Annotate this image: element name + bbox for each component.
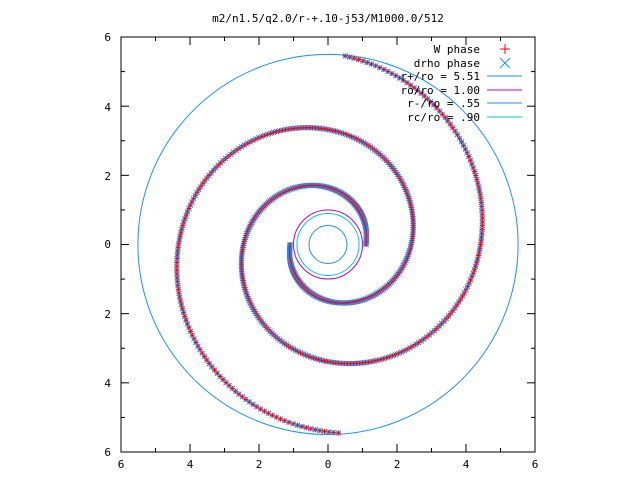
y-tick-label: 6 [104,31,111,44]
data-point [250,401,256,408]
data-point [180,309,187,316]
data-point [335,430,342,436]
data-point [321,428,328,435]
x-tick-labels: 6 4 2 0 2 4 6 [118,458,539,471]
radius-circle [296,212,360,277]
data-point [303,424,310,431]
legend-label-w-phase: W phase [434,43,480,56]
data-point [472,172,479,179]
data-point [316,427,323,434]
legend-label-rc: rc/ro = .90 [407,111,480,124]
x-tick-label: 4 [187,458,194,471]
axis-ticks [120,36,536,453]
radius-circle [308,225,348,264]
data-point [206,360,213,367]
radius-circle [137,53,519,436]
x-tick-label: 2 [394,458,401,471]
data-point [232,388,239,395]
data-point [179,305,186,312]
data-point [442,114,448,121]
data-point [477,245,483,252]
data-point [281,417,288,424]
data-point [405,193,412,200]
data-point [411,84,418,91]
data-point [404,346,411,353]
legend-label-ro: ro/ro = 1.00 [401,84,480,97]
data-point [392,72,399,79]
data-point [342,53,349,59]
legend-label-drho-phase: drho phase [414,57,480,70]
data-point [178,226,185,233]
legend-marker-w-phase [500,44,510,54]
data-point [436,108,443,114]
y-tick-label: 6 [104,446,111,459]
data-point [330,429,337,436]
data-point [261,132,268,139]
x-tick-label: 0 [325,458,332,471]
y-tick-label: 2 [104,308,111,321]
data-point [192,192,199,199]
x-tick-label: 6 [118,458,125,471]
y-tick-label: 0 [104,238,111,251]
data-point [466,280,472,287]
data-point [360,58,366,64]
legend-marker-drho-phase [499,57,511,69]
chart-title: m2/n1.5/q2.0/r-+.10-j53/M1000.0/512 [212,12,444,25]
data-point [217,373,223,380]
data-point [454,131,461,138]
radius-circle [293,209,363,280]
x-tick-label: 2 [256,458,263,471]
data-point [239,393,246,400]
legend: W phase drho phase r+/ro = 5.51 ro/ro = … [401,43,522,124]
legend-label-r-plus: r+/ro = 5.51 [401,70,480,83]
data-point [277,416,284,422]
data-point [299,423,305,430]
data-point [380,355,387,362]
data-point [473,176,480,183]
data-point [203,357,210,363]
legend-label-r-minus: r-/ro = .55 [407,97,480,110]
data-point [474,256,481,263]
data-point [376,64,383,71]
data-point [294,422,301,429]
data-point [351,55,358,62]
data-point [472,263,479,270]
data-point [372,62,379,69]
y-tick-label: 2 [104,170,111,183]
data-point [179,222,186,229]
data-point [475,184,482,190]
data-point [307,425,314,432]
data-point [182,215,188,222]
data-point [470,164,477,171]
data-point [326,429,332,435]
data-point [312,426,319,433]
data-point [236,391,242,397]
x-tick-label: 6 [532,458,539,471]
data-point [174,271,180,277]
phase-points [173,53,486,436]
y-tick-label: 4 [104,377,111,390]
data-point [201,353,208,360]
y-tick-labels: 6 4 2 0 2 4 6 [104,31,111,459]
data-point [401,261,408,267]
data-point [290,420,297,427]
radius-circles [137,53,519,436]
data-point [449,124,456,131]
data-point [477,241,484,248]
data-point [257,406,264,412]
data-point [355,56,362,63]
data-point [447,121,454,128]
data-point [286,419,292,426]
data-point [414,87,421,94]
data-point [473,259,480,266]
y-tick-label: 4 [104,101,111,114]
data-point [368,61,375,67]
data-point [180,219,187,225]
data-point [364,59,371,66]
x-tick-label: 4 [463,458,470,471]
data-point [246,399,253,405]
data-point [346,54,353,60]
